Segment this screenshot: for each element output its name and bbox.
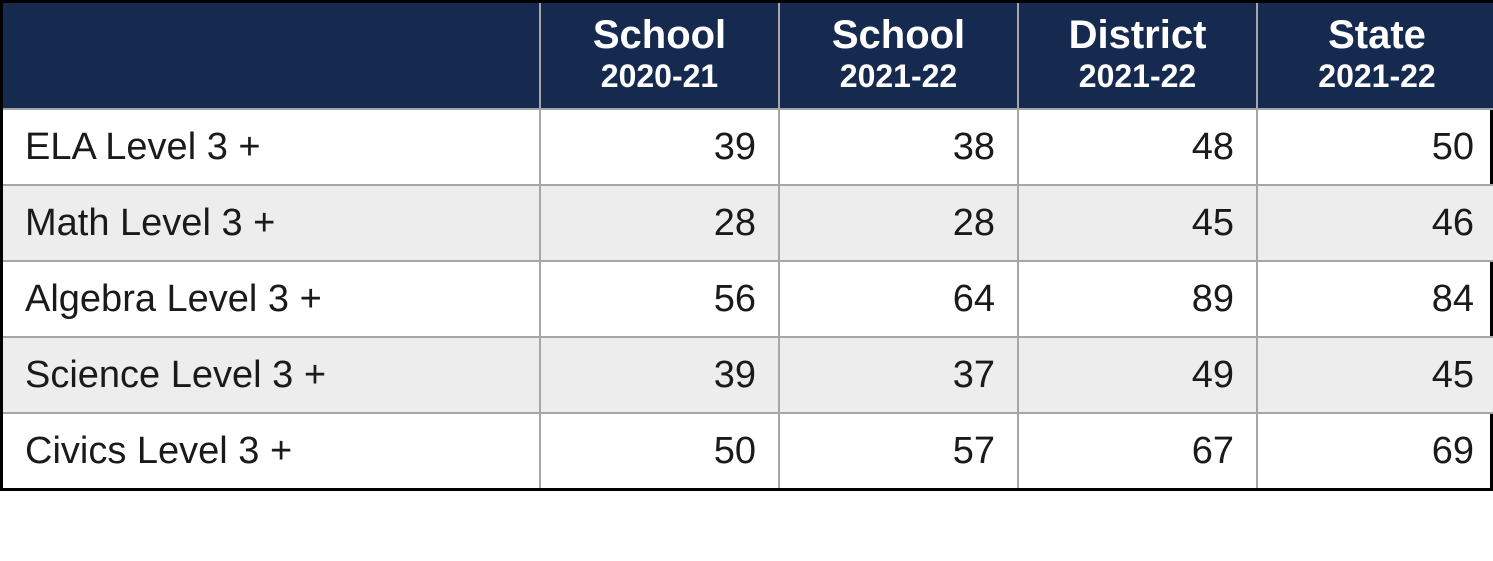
cell-value: 45: [1257, 337, 1493, 413]
row-label: Civics Level 3 +: [3, 413, 540, 488]
cell-value: 48: [1018, 109, 1257, 185]
cell-value: 37: [779, 337, 1018, 413]
table-row: ELA Level 3 + 39 38 48 50: [3, 109, 1493, 185]
header-top: State: [1266, 13, 1488, 57]
row-label: Math Level 3 +: [3, 185, 540, 261]
header-school-2020-21: School 2020-21: [540, 3, 779, 109]
cell-value: 46: [1257, 185, 1493, 261]
header-school-2021-22: School 2021-22: [779, 3, 1018, 109]
cell-value: 84: [1257, 261, 1493, 337]
cell-value: 50: [540, 413, 779, 488]
cell-value: 39: [540, 337, 779, 413]
cell-value: 28: [540, 185, 779, 261]
cell-value: 64: [779, 261, 1018, 337]
row-label: Science Level 3 +: [3, 337, 540, 413]
header-sub: 2021-22: [788, 59, 1009, 94]
cell-value: 39: [540, 109, 779, 185]
cell-value: 28: [779, 185, 1018, 261]
row-label: Algebra Level 3 +: [3, 261, 540, 337]
assessment-table-wrap: School 2020-21 School 2021-22 District 2…: [0, 0, 1493, 491]
header-district-2021-22: District 2021-22: [1018, 3, 1257, 109]
cell-value: 49: [1018, 337, 1257, 413]
table-row: Science Level 3 + 39 37 49 45: [3, 337, 1493, 413]
cell-value: 45: [1018, 185, 1257, 261]
cell-value: 57: [779, 413, 1018, 488]
header-sub: 2020-21: [549, 59, 770, 94]
cell-value: 50: [1257, 109, 1493, 185]
cell-value: 56: [540, 261, 779, 337]
assessment-table: School 2020-21 School 2021-22 District 2…: [3, 3, 1493, 488]
table-row: Math Level 3 + 28 28 45 46: [3, 185, 1493, 261]
header-state-2021-22: State 2021-22: [1257, 3, 1493, 109]
header-top: School: [549, 13, 770, 57]
cell-value: 89: [1018, 261, 1257, 337]
table-header-row: School 2020-21 School 2021-22 District 2…: [3, 3, 1493, 109]
table-row: Algebra Level 3 + 56 64 89 84: [3, 261, 1493, 337]
cell-value: 69: [1257, 413, 1493, 488]
header-top: School: [788, 13, 1009, 57]
row-label: ELA Level 3 +: [3, 109, 540, 185]
header-top: District: [1027, 13, 1248, 57]
header-sub: 2021-22: [1027, 59, 1248, 94]
header-sub: 2021-22: [1266, 59, 1488, 94]
cell-value: 38: [779, 109, 1018, 185]
cell-value: 67: [1018, 413, 1257, 488]
table-row: Civics Level 3 + 50 57 67 69: [3, 413, 1493, 488]
header-blank: [3, 3, 540, 109]
